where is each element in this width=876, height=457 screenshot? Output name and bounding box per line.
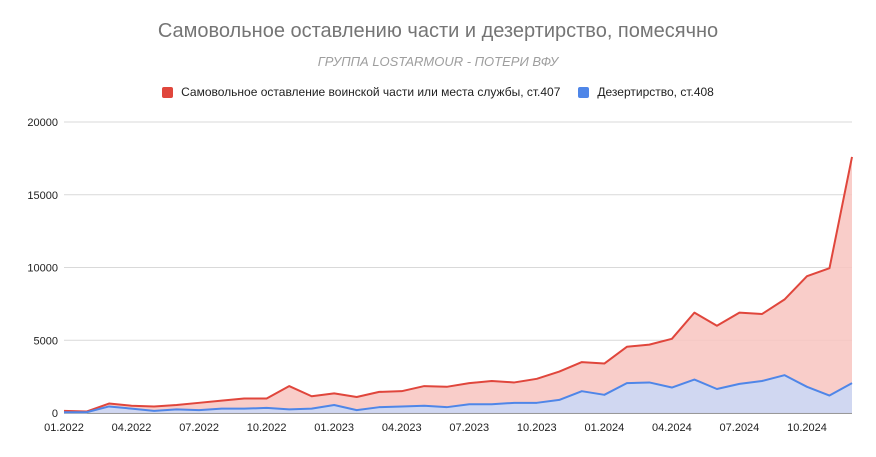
x-tick-label: 04.2023 xyxy=(382,422,422,434)
legend-swatch-absence xyxy=(162,86,174,98)
x-tick-label: 04.2022 xyxy=(112,422,152,434)
x-tick-label: 07.2022 xyxy=(179,422,219,434)
legend-swatch-desertion xyxy=(578,86,590,98)
y-tick-label: 5000 xyxy=(34,335,58,347)
legend-item-desertion[interactable]: Дезертирство, ст.408 xyxy=(578,85,714,99)
x-tick-label: 10.2023 xyxy=(517,422,557,434)
x-tick-label: 07.2023 xyxy=(449,422,489,434)
x-tick-label: 10.2022 xyxy=(247,422,287,434)
y-tick-label: 20000 xyxy=(27,117,58,129)
series-line-0 xyxy=(63,156,853,413)
chart-title: Самовольное оставлению части и дезертирс… xyxy=(157,20,719,42)
x-tick-label: 01.2022 xyxy=(44,422,84,434)
y-tick-label: 15000 xyxy=(27,190,58,202)
y-tick-label: 0 xyxy=(52,408,58,420)
series-area-0 xyxy=(64,156,852,414)
legend-label-desertion: Дезертирство, ст.408 xyxy=(597,85,714,99)
chart-legend: Самовольное оставление воинской части ил… xyxy=(0,85,876,99)
x-tick-label: 04.2024 xyxy=(652,422,692,434)
chart-subtitle: ГРУППА LOSTARMOUR - ПОТЕРИ ВФУ xyxy=(317,54,559,69)
x-tick-label: 01.2023 xyxy=(314,422,354,434)
x-tick-label: 10.2024 xyxy=(787,422,827,434)
legend-item-absence[interactable]: Самовольное оставление воинской части ил… xyxy=(162,85,560,99)
legend-label-absence: Самовольное оставление воинской части ил… xyxy=(181,85,561,99)
x-tick-label: 07.2024 xyxy=(720,422,760,434)
y-tick-label: 10000 xyxy=(27,263,58,275)
x-tick-label: 01.2024 xyxy=(584,422,624,434)
series-line-1 xyxy=(64,374,853,414)
